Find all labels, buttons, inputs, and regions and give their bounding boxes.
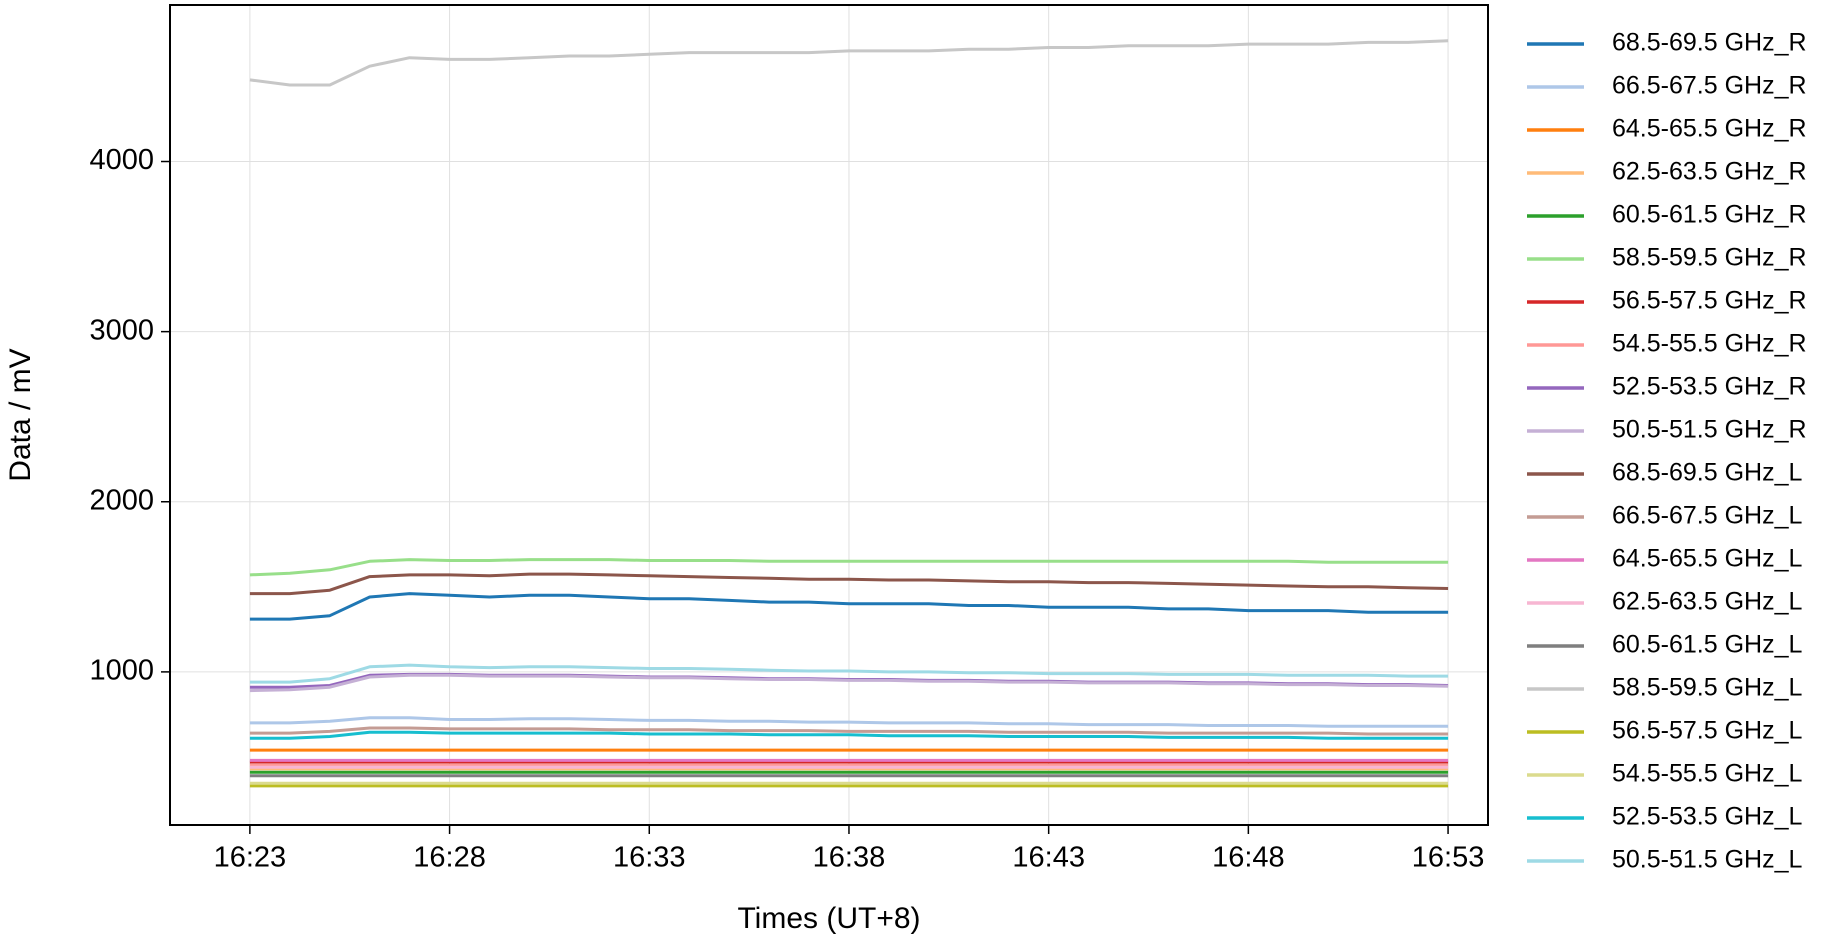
series-line — [249, 39, 1449, 87]
legend-label: 60.5-61.5 GHz_R — [1612, 201, 1807, 229]
legend-label: 56.5-57.5 GHz_L — [1612, 717, 1802, 745]
series-line — [249, 730, 1449, 740]
x-tick-label: 16:48 — [1212, 842, 1285, 874]
x-tick-label: 16:28 — [413, 842, 486, 874]
series-line — [249, 572, 1449, 596]
legend-label: 60.5-61.5 GHz_L — [1612, 631, 1802, 659]
legend-label: 58.5-59.5 GHz_L — [1612, 674, 1802, 702]
legend-label: 52.5-53.5 GHz_L — [1612, 803, 1802, 831]
series-line — [249, 558, 1449, 577]
y-axis-label: Data / mV — [4, 348, 37, 481]
series-line — [249, 663, 1449, 684]
legend-label: 64.5-65.5 GHz_L — [1612, 545, 1802, 573]
series-line — [249, 716, 1449, 728]
legend-label: 68.5-69.5 GHz_L — [1612, 459, 1802, 487]
legend-label: 66.5-67.5 GHz_R — [1612, 72, 1807, 100]
legend-label: 68.5-69.5 GHz_R — [1612, 29, 1807, 57]
legend-label: 62.5-63.5 GHz_R — [1612, 158, 1807, 186]
legend-label: 66.5-67.5 GHz_L — [1612, 502, 1802, 530]
legend-label: 54.5-55.5 GHz_R — [1612, 330, 1807, 358]
legend-label: 52.5-53.5 GHz_R — [1612, 373, 1807, 401]
series-line — [249, 673, 1449, 693]
legend-label: 54.5-55.5 GHz_L — [1612, 760, 1802, 788]
x-tick-label: 16:23 — [214, 842, 287, 874]
x-tick-label: 16:38 — [813, 842, 886, 874]
legend-label: 56.5-57.5 GHz_R — [1612, 287, 1807, 315]
legend-label: 64.5-65.5 GHz_R — [1612, 115, 1807, 143]
series-line — [249, 726, 1449, 736]
y-tick-label: 4000 — [89, 144, 154, 176]
x-axis-label: Times (UT+8) — [737, 902, 920, 935]
x-tick-label: 16:43 — [1012, 842, 1085, 874]
legend-label: 58.5-59.5 GHz_R — [1612, 244, 1807, 272]
series-line — [249, 592, 1449, 621]
legend-label: 62.5-63.5 GHz_L — [1612, 588, 1802, 616]
x-tick-label: 16:33 — [613, 842, 686, 874]
plot-frame — [169, 4, 1489, 826]
legend-label: 50.5-51.5 GHz_L — [1612, 846, 1802, 874]
legend-label: 50.5-51.5 GHz_R — [1612, 416, 1807, 444]
y-tick-label: 2000 — [89, 484, 154, 516]
x-tick-label: 16:53 — [1412, 842, 1485, 874]
y-tick-label: 1000 — [89, 655, 154, 687]
y-tick-label: 3000 — [89, 314, 154, 346]
